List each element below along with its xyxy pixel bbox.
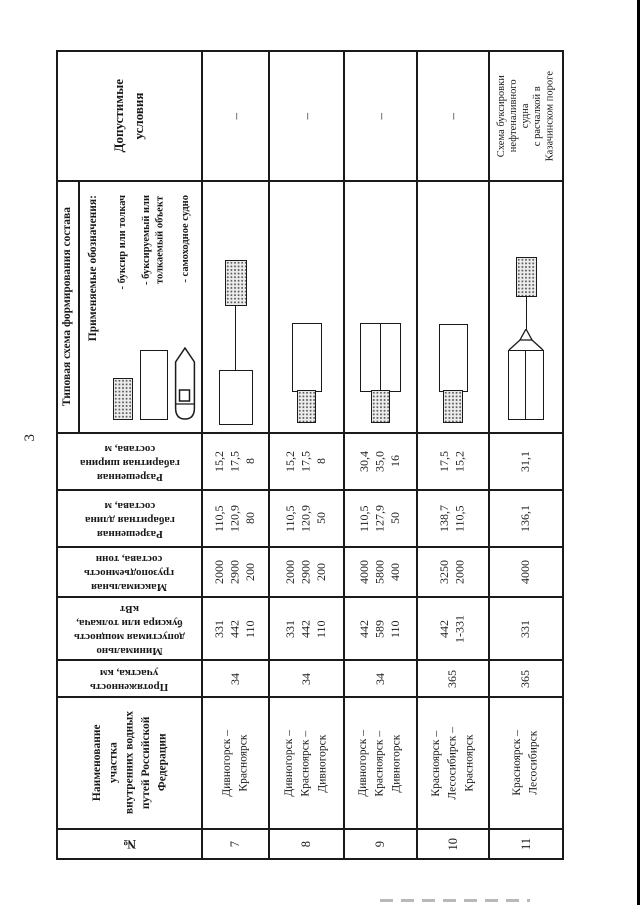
cell-distance-row9: 34 xyxy=(345,661,418,698)
cell-power-row7: 331 442 110 xyxy=(203,598,270,661)
column-header-num: № xyxy=(58,830,203,858)
barge-icon xyxy=(218,369,253,425)
cell-conditions-row7: – xyxy=(203,52,270,182)
cell-capacity-row11: 4000 xyxy=(490,548,562,598)
bridle-icon xyxy=(508,328,544,350)
cell-scheme-row11 xyxy=(490,182,562,434)
pusher-icon xyxy=(371,390,390,423)
cell-width-row7: 15,2 17,5 8 xyxy=(203,434,270,491)
scan-bottom-artifact xyxy=(380,899,530,902)
cell-conditions-row11: Схема буксировки нефтеналивного судна с … xyxy=(490,52,562,182)
vessel-convoy-table: Допустимые условия – – – – Схема буксиро… xyxy=(56,50,564,860)
tug-or-pusher-icon xyxy=(112,378,133,420)
legend-item-tug: - буксир или толкач xyxy=(107,182,138,432)
legend: Применяемые обозначения: - буксир или то… xyxy=(80,182,201,432)
column-header-conditions: Допустимые условия xyxy=(58,52,203,182)
cell-capacity-row9: 4000 5800 400 xyxy=(345,548,418,598)
cell-length-row10: 138,7 110,5 xyxy=(418,491,490,548)
legend-item-barge: - буксируемый или толкаемый объект xyxy=(138,182,169,432)
cell-power-row9: 442 589 110 xyxy=(345,598,418,661)
cell-capacity-row8: 2000 2900 200 xyxy=(270,548,345,598)
cell-scheme-row7 xyxy=(203,182,270,434)
cell-conditions-row8: – xyxy=(270,52,345,182)
self-propelled-vessel-icon xyxy=(175,347,196,420)
double-barge-icon xyxy=(360,322,401,392)
cell-scheme-row8 xyxy=(270,182,345,434)
cell-name-row8: Дивногорск – Красноярск – Дивногорск xyxy=(270,698,345,830)
column-header-length: Разрешенная габаритная длина состава, м xyxy=(58,491,203,548)
cell-length-row9: 110,5 127,9 50 xyxy=(345,491,418,548)
cell-length-row7: 110,5 120,9 80 xyxy=(203,491,270,548)
cell-length-row11: 136,1 xyxy=(490,491,562,548)
cell-power-row10: 442 1-331 xyxy=(418,598,490,661)
cell-num-row8: 8 xyxy=(270,830,345,858)
legend-title: Применяемые обозначения: xyxy=(86,195,99,342)
cell-length-row8: 110,5 120,9 50 xyxy=(270,491,345,548)
cell-distance-row8: 34 xyxy=(270,661,345,698)
page-number: 3 xyxy=(22,434,38,442)
cell-distance-row11: 365 xyxy=(490,661,562,698)
cell-width-row8: 15,2 17,5 8 xyxy=(270,434,345,491)
cell-name-row11: Красноярск – Лесосибирск xyxy=(490,698,562,830)
cell-scheme-row10 xyxy=(418,182,490,434)
tow-line xyxy=(525,296,527,329)
cell-capacity-row10: 3250 2000 xyxy=(418,548,490,598)
cell-num-row9: 9 xyxy=(345,830,418,858)
cell-conditions-row10: – xyxy=(418,52,490,182)
cell-capacity-row7: 2000 2900 200 xyxy=(203,548,270,598)
cell-name-row7: Дивногорск – Красноярск xyxy=(203,698,270,830)
column-header-name: Наименование участка внутренних водных п… xyxy=(58,698,203,830)
tug-icon xyxy=(515,256,537,297)
cell-name-row10: Красноярск – Лесосибирск – Красноярск xyxy=(418,698,490,830)
cell-distance-row10: 365 xyxy=(418,661,490,698)
scan-edge-artifact xyxy=(637,0,640,905)
cell-width-row10: 17,5 15,2 xyxy=(418,434,490,491)
cell-power-row11: 331 xyxy=(490,598,562,661)
double-barge-icon xyxy=(507,349,545,420)
cell-conditions-row9: – xyxy=(345,52,418,182)
scheme-band-title: Типовая схема формирования состава xyxy=(58,182,80,432)
cell-power-row8: 331 442 110 xyxy=(270,598,345,661)
pusher-icon xyxy=(297,390,316,423)
cell-num-row7: 7 xyxy=(203,830,270,858)
tow-line xyxy=(235,305,236,370)
column-header-power: Минимально допустимая мощность буксира и… xyxy=(58,598,203,661)
towed-object-icon xyxy=(139,350,168,420)
cell-scheme-row9 xyxy=(345,182,418,434)
legend-item-vessel: - самоходное судно xyxy=(170,182,201,432)
cell-name-row9: Дивногорск – Красноярск – Дивногорск xyxy=(345,698,418,830)
column-header-width: Разрешенная габаритная ширина состава, м xyxy=(58,434,203,491)
cell-distance-row7: 34 xyxy=(203,661,270,698)
cell-width-row11: 31,1 xyxy=(490,434,562,491)
column-header-scheme: Типовая схема формирования состава Приме… xyxy=(58,182,203,434)
pusher-icon xyxy=(443,390,463,423)
cell-num-row10: 10 xyxy=(418,830,490,858)
tug-icon xyxy=(224,259,247,306)
column-header-capacity: Максимальная грузоподъемность состава, т… xyxy=(58,548,203,598)
barge-icon xyxy=(438,323,468,392)
cell-num-row11: 11 xyxy=(518,837,533,851)
column-header-distance: Протяженность участка, км xyxy=(58,661,203,698)
cell-width-row9: 30,4 35,0 16 xyxy=(345,434,418,491)
barge-icon xyxy=(291,322,322,392)
